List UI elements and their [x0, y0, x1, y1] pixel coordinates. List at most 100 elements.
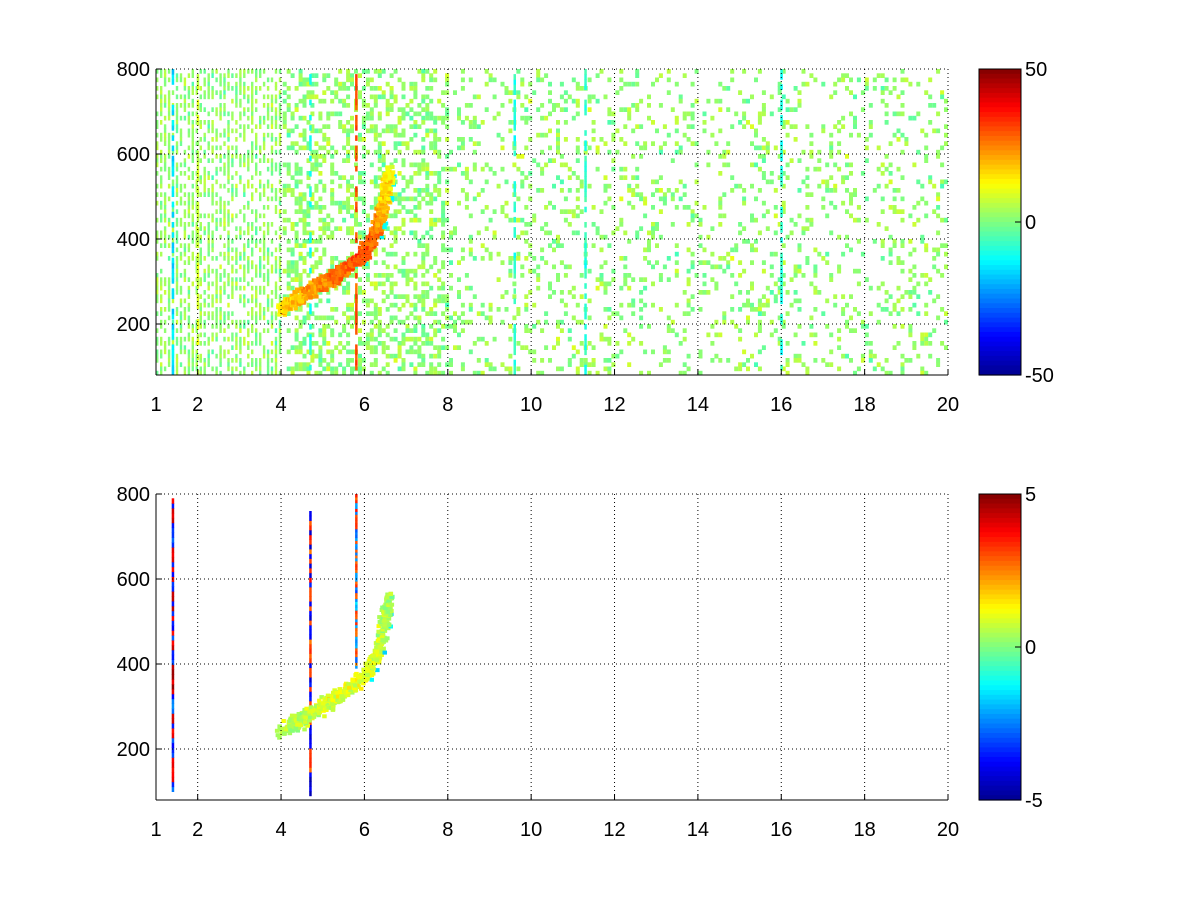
heatmap-cell: [207, 158, 210, 163]
heatmap-cell: [227, 247, 230, 253]
heatmap-cell: [298, 73, 303, 78]
heatmap-cell: [425, 341, 430, 346]
heatmap-cell: [421, 158, 426, 163]
heatmap-cell: [350, 183, 354, 189]
heatmap-cell: [223, 154, 226, 159]
heatmap-cell: [377, 86, 382, 91]
heatmap-cell: [635, 234, 640, 240]
heatmap-cell: [722, 268, 727, 274]
heatmap-cell: [247, 362, 250, 367]
heatmap-cell: [175, 290, 179, 295]
heatmap-cell: [678, 145, 683, 151]
heatmap-cell: [409, 179, 414, 185]
heatmap-cell: [516, 366, 521, 372]
heatmap-cell: [655, 243, 659, 248]
heatmap-cell: [298, 345, 303, 350]
heatmap-cell: [183, 77, 187, 83]
heatmap-cell: [314, 353, 319, 359]
heatmap-cell: [623, 230, 628, 236]
heatmap-cell: [805, 256, 810, 261]
heatmap-cell: [472, 294, 477, 299]
streak-segment: [171, 273, 175, 279]
heatmap-cell: [702, 290, 707, 295]
heatmap-cell: [223, 171, 226, 176]
heatmap-cell: [361, 230, 366, 236]
heatmap-cell: [262, 234, 266, 240]
heatmap-cell: [548, 145, 552, 151]
heatmap-cell: [888, 260, 893, 265]
heatmap-cell: [346, 77, 351, 83]
heatmap-cell: [179, 196, 183, 202]
heatmap-cell: [259, 158, 262, 163]
heatmap-cell: [789, 124, 794, 129]
heatmap-cell: [666, 69, 671, 74]
heatmap-cell: [845, 73, 849, 78]
heatmap-cell: [215, 319, 218, 325]
heatmap-cell: [306, 213, 311, 219]
heatmap-cell: [183, 298, 187, 304]
heatmap-cell: [401, 158, 406, 163]
heatmap-cell: [623, 256, 628, 261]
heatmap-cell: [167, 341, 171, 346]
heatmap-cell: [163, 141, 167, 146]
heatmap-cell: [286, 171, 291, 176]
heatmap-cell: [346, 69, 351, 74]
heatmap-cell: [559, 328, 564, 333]
heatmap-cell: [163, 345, 167, 350]
heatmap-cell: [754, 332, 758, 338]
ridge-cell: [383, 214, 388, 219]
heatmap-cell: [702, 281, 707, 287]
heatmap-cell: [658, 307, 663, 312]
heatmap-cell: [203, 154, 206, 159]
heatmap-cell: [694, 273, 699, 278]
heatmap-cell: [239, 77, 242, 83]
heatmap-cell: [476, 124, 481, 129]
heatmap-cell: [441, 243, 446, 248]
heatmap-cell: [235, 183, 238, 189]
heatmap-cell: [829, 362, 834, 367]
streak-segment: [171, 324, 175, 330]
heatmap-cell: [334, 81, 339, 87]
heatmap-cell: [421, 362, 426, 367]
heatmap-cell: [361, 120, 366, 125]
heatmap-cell: [290, 251, 295, 257]
heatmap-cell: [274, 188, 278, 193]
heatmap-cell: [591, 243, 596, 248]
heatmap-cell: [322, 137, 327, 142]
heatmap-cell: [373, 132, 378, 138]
heatmap-cell: [797, 307, 802, 312]
heatmap-cell: [156, 290, 159, 295]
heatmap-cell: [215, 366, 218, 372]
ridge-cell: [313, 280, 319, 285]
heatmap-cell: [231, 111, 234, 117]
heatmap-cell: [179, 77, 183, 83]
heatmap-cell: [179, 251, 183, 257]
ridge-cell: [299, 286, 304, 291]
heatmap-cell: [464, 115, 469, 121]
heatmap-cell: [761, 302, 766, 308]
heatmap-cell: [199, 175, 202, 180]
heatmap-cell: [429, 336, 434, 342]
heatmap-cell: [156, 158, 159, 163]
heatmap-cell: [599, 273, 604, 278]
heatmap-cell: [445, 77, 450, 83]
heatmap-cell: [508, 128, 513, 134]
ridge-cell: [297, 294, 302, 299]
heatmap-cell: [302, 196, 307, 202]
heatmap-cell: [520, 179, 525, 185]
heatmap-cell: [361, 200, 366, 206]
streak-segment: [196, 324, 200, 330]
heatmap-cell: [167, 103, 171, 108]
heatmap-cell: [369, 107, 374, 112]
heatmap-cell: [187, 370, 191, 376]
streak-segment: [513, 329, 516, 335]
heatmap-cell: [484, 205, 489, 210]
heatmap-cell: [160, 137, 163, 142]
heatmap-cell: [389, 86, 394, 91]
streak-segment: [171, 262, 175, 269]
heatmap-cell: [203, 366, 206, 372]
heatmap-cell: [243, 273, 246, 278]
heatmap-cell: [282, 111, 287, 117]
heatmap-cell: [310, 149, 315, 155]
heatmap-cell: [936, 213, 941, 219]
